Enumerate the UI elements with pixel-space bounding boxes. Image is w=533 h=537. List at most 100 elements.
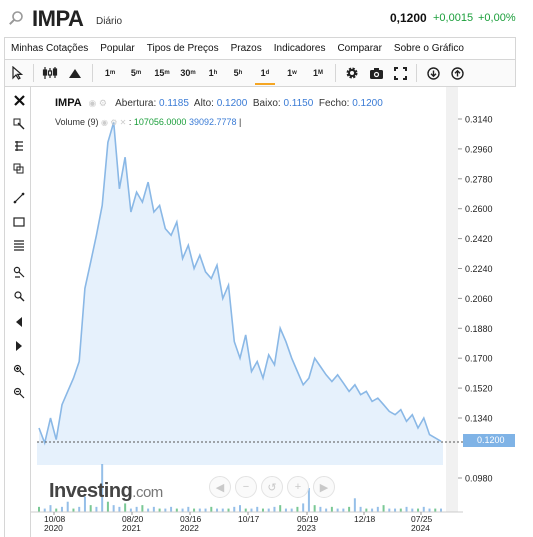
volume-bar xyxy=(164,508,167,512)
volume-bar xyxy=(273,506,276,512)
scroll-left-icon[interactable]: ◀ xyxy=(209,476,231,498)
open-value: 0.1185 xyxy=(159,98,189,109)
reset-icon[interactable]: ↺ xyxy=(261,476,283,498)
menu-indicators[interactable]: Indicadores xyxy=(273,43,326,54)
y-tick-label: 0.0980 xyxy=(465,474,493,484)
zoom-in-icon[interactable]: + xyxy=(287,476,309,498)
timeframe-15m[interactable]: 15 m xyxy=(154,68,170,78)
menu-timeframes[interactable]: Prazos xyxy=(230,43,262,54)
timeframe-30m[interactable]: 30 m xyxy=(180,68,196,78)
zoom-in-icon[interactable] xyxy=(9,361,29,379)
close-icon[interactable] xyxy=(9,91,29,109)
x-tick-year: 2022 xyxy=(180,523,199,533)
volume-bar xyxy=(348,506,351,512)
current-price-tag: 0.1200 xyxy=(463,434,515,447)
drawing-tools-sidebar xyxy=(4,87,31,537)
volume-bar xyxy=(158,508,161,512)
y-tick-label: 0.2420 xyxy=(465,234,493,244)
y-tick-label: 0.2780 xyxy=(465,174,493,184)
x-tick-label: 07/25 xyxy=(411,514,433,524)
crosshair-cursor-icon[interactable] xyxy=(9,115,29,133)
volume-bar xyxy=(60,506,63,512)
arrow-left-icon[interactable] xyxy=(9,313,29,331)
volume-bar xyxy=(279,505,282,512)
volume-bar xyxy=(55,508,58,512)
scroll-right-icon[interactable]: ▶ xyxy=(313,476,335,498)
cursor-icon[interactable] xyxy=(5,60,29,86)
menu-compare[interactable]: Comparar xyxy=(337,43,382,54)
rectangle-icon[interactable] xyxy=(9,213,29,231)
x-tick-label: 05/19 xyxy=(297,514,319,524)
volume-bar xyxy=(417,508,420,512)
volume-bar xyxy=(382,505,385,512)
zoom-out-icon[interactable]: − xyxy=(235,476,257,498)
close-label: Fecho: xyxy=(318,98,350,109)
legend-symbol: IMPA xyxy=(55,97,82,109)
menu-bar: Minhas Cotações Popular Tipos de Preços … xyxy=(4,37,516,59)
magnet-icon[interactable] xyxy=(9,137,29,155)
price-chart[interactable]: 0.3140 0.2960 0.2780 0.2600 0.2420 0.2240 0.20… xyxy=(31,87,516,537)
trendline-icon[interactable] xyxy=(9,189,29,207)
volume-value-2: 39092.7778 xyxy=(188,117,237,127)
search-icon[interactable] xyxy=(8,10,24,26)
volume-bar xyxy=(307,488,310,512)
scroll-track xyxy=(446,87,458,512)
menu-my-quotes[interactable]: Minhas Cotações xyxy=(11,43,89,54)
volume-bar xyxy=(43,508,46,512)
fibonacci-icon[interactable] xyxy=(9,236,29,254)
volume-bar xyxy=(101,464,104,512)
volume-bar xyxy=(38,506,40,512)
volume-bar xyxy=(89,505,92,512)
menu-popular[interactable]: Popular xyxy=(100,43,135,54)
toolbar-divider xyxy=(335,64,336,82)
chart-area[interactable]: 0.3140 0.2960 0.2780 0.2600 0.2420 0.2240 0.20… xyxy=(31,87,516,537)
brush-icon[interactable] xyxy=(9,263,29,281)
x-tick-label: 08/20 xyxy=(122,514,144,524)
menu-about-chart[interactable]: Sobre o Gráfico xyxy=(393,43,464,54)
layers-icon[interactable] xyxy=(9,160,29,178)
candlestick-icon[interactable] xyxy=(38,60,62,86)
volume-bar xyxy=(388,508,391,512)
x-tick-year: 2021 xyxy=(122,523,141,533)
gear-icon[interactable] xyxy=(340,60,364,86)
mountain-chart-icon[interactable] xyxy=(62,60,88,86)
y-tick-label: 0.1520 xyxy=(465,384,493,394)
arrow-right-icon[interactable] xyxy=(9,337,29,355)
volume-bar xyxy=(336,508,339,512)
volume-bar xyxy=(250,508,253,512)
symbol-title: IMPA xyxy=(32,6,84,31)
cloud-download-icon[interactable] xyxy=(421,60,445,86)
zoom-out-icon[interactable] xyxy=(9,384,29,402)
volume-bar xyxy=(118,506,121,512)
y-tick-label: 0.3140 xyxy=(465,115,493,125)
text-tool-icon[interactable] xyxy=(9,287,29,305)
volume-bar xyxy=(365,508,368,512)
eye-icon[interactable]: ◉ ⚙ xyxy=(88,98,107,108)
low-label: Baixo: xyxy=(252,98,281,109)
eye-icon[interactable]: ◉ ⚙ ✕ xyxy=(101,118,127,127)
volume-bar xyxy=(210,506,213,512)
last-price: 0,1200 xyxy=(390,11,427,25)
menu-price-types[interactable]: Tipos de Preços xyxy=(146,43,219,54)
volume-label: Volume (9) xyxy=(55,117,99,127)
price-change-percent: +0,00% xyxy=(478,12,516,24)
volume-bar xyxy=(267,508,270,512)
x-tick-year: 2023 xyxy=(297,523,316,533)
camera-icon[interactable] xyxy=(364,60,388,86)
volume-bar xyxy=(428,508,431,512)
volume-bar xyxy=(193,508,196,512)
fullscreen-icon[interactable] xyxy=(388,60,412,86)
volume-bar xyxy=(141,505,144,512)
volume-bar xyxy=(221,508,224,512)
volume-bar xyxy=(112,505,115,512)
volume-bar xyxy=(135,506,138,512)
cloud-upload-icon[interactable] xyxy=(445,60,469,86)
